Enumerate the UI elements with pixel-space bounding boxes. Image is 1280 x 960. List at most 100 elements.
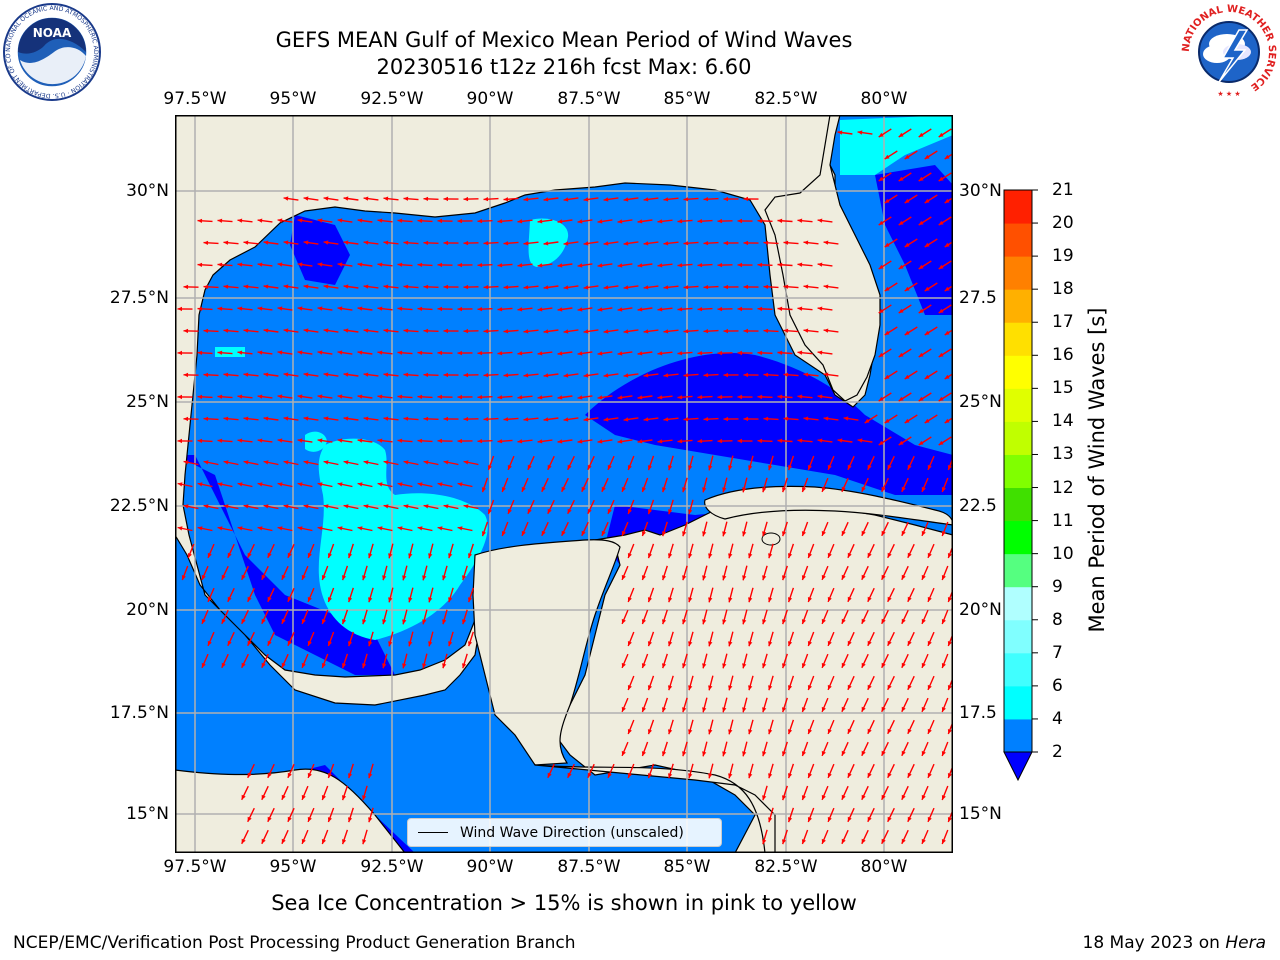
- wind-wave-arrowhead: [617, 307, 623, 312]
- wind-wave-arrowhead: [257, 482, 263, 487]
- wind-wave-arrowhead: [788, 597, 793, 603]
- wind-wave-arrowhead: [907, 728, 912, 734]
- wind-wave-arrowhead: [463, 284, 469, 290]
- wind-wave-arrowhead: [878, 352, 884, 357]
- wind-wave-arrowhead: [483, 417, 489, 422]
- wind-wave-arrowhead: [723, 240, 728, 246]
- wind-wave-arrowhead: [878, 440, 884, 445]
- wind-wave-arrowhead: [221, 574, 226, 580]
- wind-wave-arrowhead: [327, 817, 332, 822]
- wind-wave-arrowhead: [827, 728, 832, 734]
- wind-wave-arrowhead: [497, 439, 503, 444]
- wind-wave-arrowhead: [408, 641, 413, 647]
- wind-wave-arrowhead: [944, 286, 950, 291]
- wind-wave-arrowhead: [477, 219, 483, 224]
- wind-wave-arrowhead: [263, 372, 269, 377]
- wind-wave-arrowhead: [841, 794, 846, 800]
- wind-wave-arrowhead: [881, 750, 886, 756]
- wind-wave-arrowhead: [763, 284, 769, 289]
- wind-wave-arrowhead: [363, 416, 369, 421]
- wind-wave-arrowhead: [563, 197, 569, 202]
- wind-wave-arrowhead: [807, 553, 812, 558]
- wind-wave-arrowhead: [867, 640, 872, 646]
- wind-wave-arrowhead: [688, 553, 693, 559]
- wind-wave-arrowhead: [537, 395, 543, 400]
- wind-wave-arrowhead: [823, 372, 829, 377]
- wind-wave-arrowhead: [267, 596, 272, 602]
- wind-wave-arrowhead: [303, 460, 309, 465]
- wind-wave-arrowhead: [503, 417, 509, 422]
- wind-wave-arrowhead: [203, 460, 209, 465]
- colorbar-segment: [1004, 586, 1032, 621]
- wind-wave-arrowhead: [947, 685, 952, 690]
- wind-wave-arrowhead: [803, 372, 809, 377]
- lon-label: 95°W: [269, 857, 317, 877]
- wind-wave-arrowhead: [901, 662, 906, 668]
- wind-wave-arrowhead: [497, 307, 503, 312]
- wind-wave-arrowhead: [847, 596, 852, 602]
- wind-wave-arrowhead: [921, 574, 926, 580]
- wind-wave-arrowhead: [763, 372, 769, 377]
- wind-wave-arrowhead: [887, 596, 892, 602]
- wind-wave-arrowhead: [728, 685, 733, 691]
- wind-wave-arrowhead: [203, 504, 209, 509]
- wind-wave-arrowhead: [437, 482, 443, 487]
- wind-wave-arrowhead: [683, 329, 689, 334]
- wind-wave-arrowhead: [837, 438, 843, 443]
- wind-wave-arrowhead: [217, 218, 223, 223]
- wind-wave-arrowhead: [881, 794, 886, 800]
- wind-wave-arrowhead: [417, 394, 423, 399]
- lon-label: 95°W: [269, 89, 317, 109]
- wind-wave-arrowhead: [668, 641, 673, 647]
- wind-wave-arrowhead: [503, 197, 509, 202]
- wind-wave-arrowhead: [197, 218, 203, 223]
- colorbar-segment: [1004, 289, 1032, 323]
- wind-wave-arrowhead: [457, 218, 462, 224]
- wind-wave-arrowhead: [357, 306, 363, 311]
- wind-wave-arrowhead: [918, 396, 924, 401]
- wind-wave-arrowhead: [468, 553, 473, 559]
- wind-wave-arrowhead: [277, 262, 283, 267]
- wind-wave-arrowhead: [362, 839, 367, 845]
- wind-wave-arrowhead: [887, 772, 892, 778]
- wind-wave-arrowhead: [517, 351, 523, 356]
- wind-wave-arrowhead: [243, 240, 249, 245]
- wind-wave-arrowhead: [867, 464, 872, 470]
- wind-wave-arrowhead: [763, 240, 769, 245]
- wind-wave-arrowhead: [662, 619, 667, 625]
- wind-wave-arrowhead: [904, 374, 910, 379]
- wind-wave-arrowhead: [938, 308, 944, 313]
- wind-wave-arrowhead: [861, 794, 866, 800]
- wind-wave-arrowhead: [702, 663, 707, 669]
- wind-wave-arrowhead: [402, 663, 407, 669]
- wind-wave-arrowhead: [847, 772, 852, 778]
- wind-wave-arrowhead: [757, 262, 763, 268]
- wind-wave-arrowhead: [921, 530, 926, 536]
- wind-wave-arrowhead: [621, 750, 626, 756]
- florida-peninsula: [764, 115, 881, 402]
- wind-wave-arrowhead: [947, 553, 952, 558]
- wind-wave-arrowhead: [448, 641, 453, 647]
- wind-wave-arrowhead: [723, 328, 728, 334]
- wind-wave-arrowhead: [603, 241, 609, 246]
- wind-wave-arrowhead: [881, 706, 886, 712]
- wind-wave-arrowhead: [647, 465, 652, 471]
- wind-wave-arrowhead: [601, 530, 606, 536]
- wind-wave-arrowhead: [688, 685, 693, 691]
- wind-wave-arrowhead: [688, 509, 693, 515]
- wind-wave-arrowhead: [237, 438, 243, 443]
- wind-wave-arrowhead: [277, 306, 283, 311]
- wind-wave-arrowhead: [402, 619, 407, 625]
- wind-wave-arrowhead: [343, 284, 349, 289]
- wind-wave-arrowhead: [517, 395, 523, 400]
- wind-wave-arrowhead: [918, 440, 924, 445]
- wind-wave-arrowhead: [768, 553, 773, 559]
- wind-wave-arrowhead: [303, 240, 309, 245]
- wind-wave-arrowhead: [788, 685, 793, 691]
- wind-wave-arrowhead: [682, 707, 687, 713]
- lon-label: 85°W: [663, 89, 711, 109]
- wind-wave-arrowhead: [641, 707, 646, 712]
- wind-wave-arrowhead: [443, 416, 448, 422]
- wind-wave-arrowhead: [762, 663, 767, 669]
- wind-wave-arrowhead: [708, 773, 713, 779]
